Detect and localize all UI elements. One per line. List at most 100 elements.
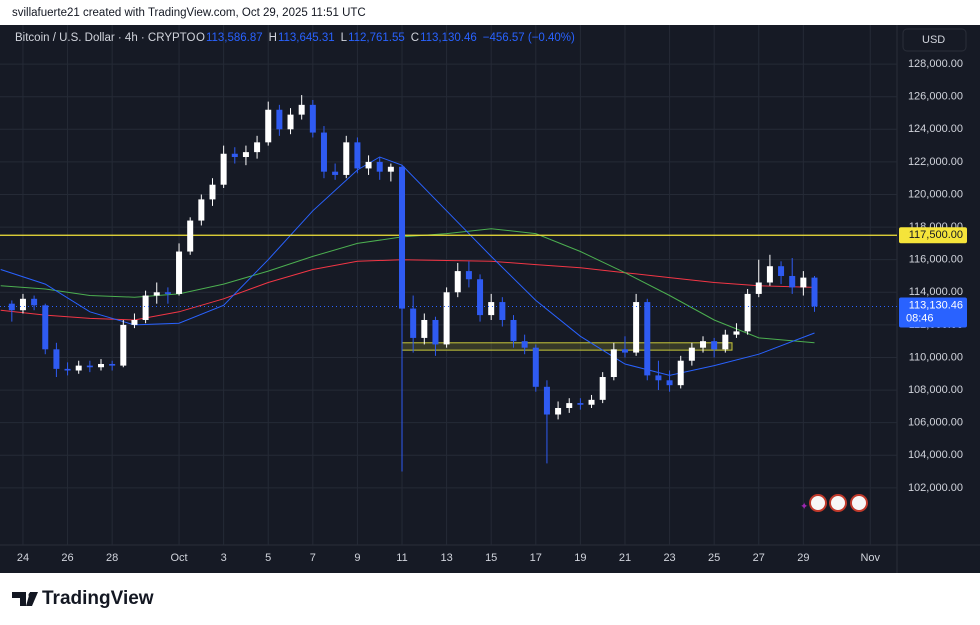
x-tick-label: 23 (663, 552, 675, 564)
candle-body (242, 152, 249, 158)
y-tick-label: 104,000.00 (908, 449, 963, 461)
candle-body (8, 303, 15, 311)
candle-body (499, 302, 506, 320)
candle-body (543, 386, 550, 415)
event-icon[interactable] (850, 494, 868, 512)
x-tick-label: 11 (396, 552, 407, 564)
y-tick-label: 128,000.00 (908, 58, 963, 70)
candle-body (443, 292, 450, 345)
x-tick-label: 29 (797, 552, 809, 564)
candle-body (566, 403, 573, 408)
candle-body (655, 375, 662, 381)
candle-body (722, 334, 729, 350)
candle-body (309, 104, 316, 133)
event-icons: ✦ (800, 494, 868, 513)
x-tick-label: 15 (485, 552, 497, 564)
candle-body (64, 368, 71, 371)
candle-body (454, 271, 461, 293)
event-icon[interactable] (809, 494, 827, 512)
candle-body (778, 266, 785, 276)
candle-body (677, 360, 684, 386)
x-tick-label: Oct (170, 552, 187, 564)
candle-body (42, 305, 49, 350)
moving-average (0, 156, 815, 376)
x-tick-label: 25 (708, 552, 720, 564)
currency[interactable]: USD (922, 34, 945, 46)
candle-body (688, 347, 695, 361)
level-label: 117,500.00 (909, 229, 963, 241)
candle-body (387, 166, 394, 172)
plot (0, 25, 897, 545)
currency-box[interactable] (902, 28, 967, 52)
x-tick-label: 5 (265, 552, 271, 564)
candle-body (53, 349, 60, 369)
change: −456.57 (−0.40%) (483, 32, 575, 44)
candle-body (800, 277, 807, 288)
event-icon[interactable] (829, 494, 847, 512)
candle-body (164, 292, 171, 294)
y-tick-label: 122,000.00 (908, 156, 963, 168)
last-price-label: 113,130.46 (909, 299, 963, 311)
candle-body (187, 220, 194, 252)
ohlc-value: 113,586.87 (206, 32, 263, 44)
candle-body (488, 302, 495, 316)
level-label-box (899, 227, 967, 244)
x-tick-label: 17 (530, 552, 542, 564)
x-tick-label: 9 (354, 552, 360, 564)
ohlc-key: O (196, 32, 205, 44)
ohlc-value: 112,761.55 (348, 32, 405, 44)
candle-body (287, 114, 294, 130)
countdown: 08:46 (906, 312, 934, 324)
x-tick-label: 13 (440, 552, 452, 564)
y-tick-label: 120,000.00 (908, 188, 963, 200)
candle-body (465, 271, 472, 280)
candle-body (477, 279, 484, 316)
candle-body (109, 363, 116, 366)
candle-body (599, 377, 606, 400)
candle-body (811, 277, 818, 307)
candle-body (733, 331, 740, 335)
x-tick-label: 21 (619, 552, 631, 564)
candle-body (31, 298, 38, 306)
candle-body (376, 161, 383, 172)
ohlc-key: H (269, 32, 277, 44)
y-tick-label: 108,000.00 (908, 384, 963, 396)
candle-body (75, 365, 82, 371)
candle-body (231, 153, 238, 158)
ohlc-key: L (341, 32, 348, 44)
candle-body (176, 251, 183, 294)
y-tick-label: 114,000.00 (909, 286, 963, 298)
candle-body (510, 319, 517, 342)
candle-body (633, 302, 640, 353)
candle-body (577, 403, 584, 405)
candle-body (700, 341, 707, 348)
candle-body (254, 142, 261, 153)
logo: TradingView (12, 588, 154, 609)
y-tick-label: 106,000.00 (908, 417, 963, 429)
candle-body (131, 319, 138, 325)
x-tick-label: 19 (574, 552, 586, 564)
x-tick-label: 27 (753, 552, 765, 564)
candle-body (19, 298, 26, 311)
candle-body (365, 161, 372, 169)
candle-body (399, 166, 406, 309)
x-tick-label: 3 (221, 552, 227, 564)
x-tick-label: Nov (860, 552, 880, 564)
candle-body (198, 199, 205, 221)
ohlc-key: C (411, 32, 419, 44)
y-tick-label: 102,000.00 (908, 482, 963, 494)
candle-body (332, 171, 339, 175)
event-marker: ✦ (800, 502, 808, 513)
candle-body (755, 282, 762, 294)
caption: svillafuerte21 created with TradingView.… (12, 7, 366, 19)
candle-body (644, 302, 651, 376)
candle-body (711, 341, 718, 350)
y-tick-label: 110,000.00 (909, 351, 963, 363)
ohlc-value: 113,130.46 (420, 32, 477, 44)
footer: TradingView (42, 588, 154, 609)
y-tick-label: 124,000.00 (908, 123, 963, 135)
candle-body (354, 142, 361, 169)
candle-body (588, 399, 595, 405)
x-tick-label: 26 (61, 552, 73, 564)
